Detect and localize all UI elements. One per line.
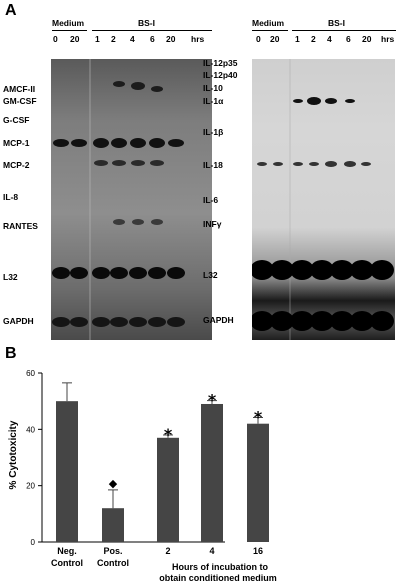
left-header-bsi-line: [92, 30, 212, 31]
left-lane-0: 0: [53, 34, 58, 44]
left-unit: hrs: [191, 34, 205, 44]
y-tick-label: 40: [26, 425, 35, 434]
category-label: Pos.: [103, 546, 123, 556]
right-gene-il12p40: IL-12p40: [203, 70, 238, 80]
panel-letter-a: A: [5, 2, 17, 19]
left-gene-l32: L32: [3, 272, 18, 282]
significance-marker: *: [254, 408, 263, 427]
left-gene-gmcsf: GM-CSF: [3, 96, 37, 106]
left-gene-gapdh: GAPDH: [3, 316, 34, 326]
right-lane-row: 0 20 1 2 4 6 20 hrs: [252, 34, 400, 46]
right-lane-5: 6: [346, 34, 351, 44]
bar: [157, 437, 179, 542]
left-blot-bands: [52, 59, 185, 340]
left-lane-row: 0 20 1 2 4 6 20 hrs: [50, 34, 240, 46]
significance-marker: ◆: [109, 477, 118, 490]
right-gene-il6: IL-6: [203, 195, 219, 205]
category-label: 16: [252, 546, 263, 556]
significance-marker: *: [164, 425, 173, 444]
left-header-bsi: BS-I: [138, 18, 155, 28]
left-lane-5: 6: [150, 34, 155, 44]
right-gene-il1a: IL-1α: [203, 96, 224, 106]
left-lane-1: 20: [70, 34, 80, 44]
left-lane-6: 20: [166, 34, 176, 44]
left-lane-2: 1: [95, 34, 100, 44]
right-header-bsi: BS-I: [328, 18, 345, 28]
right-gene-il10: IL-10: [203, 83, 223, 93]
bar: [56, 401, 78, 542]
x-axis-label-line-1: Hours of incubation to: [172, 562, 268, 572]
right-unit: hrs: [381, 34, 395, 44]
left-gene-mcp2: MCP-2: [3, 160, 30, 170]
y-tick-label: 20: [26, 482, 35, 491]
category-label: 2: [165, 546, 171, 556]
right-blot-image: [252, 59, 395, 340]
right-header-medium-line: [252, 30, 288, 31]
left-header-medium-line: [52, 30, 87, 31]
right-header-medium: Medium: [252, 18, 285, 28]
bar: [201, 403, 223, 542]
right-lane-3: 2: [311, 34, 316, 44]
y-tick-label: 0: [31, 538, 36, 547]
right-header-bsi-line: [292, 30, 396, 31]
right-gene-infg: INFγ: [203, 219, 222, 229]
right-gene-il18: IL-18: [203, 160, 223, 170]
y-tick-label: 60: [26, 369, 35, 378]
right-gene-il1b: IL-1β: [203, 127, 224, 137]
right-gene-il12p35: IL-12p35: [203, 58, 238, 68]
right-lane-2: 1: [295, 34, 300, 44]
left-lane-3: 2: [111, 34, 116, 44]
cytotoxicity-bar-chart: % Cytotoxicity 0 20 40 60 ◆ * * *: [8, 369, 269, 547]
left-header-medium: Medium: [52, 18, 85, 28]
left-gene-mcp1: MCP-1: [3, 138, 30, 148]
panel-letter-b: B: [5, 345, 17, 362]
right-gene-l32: L32: [203, 270, 218, 280]
left-gene-il8: IL-8: [3, 192, 19, 202]
left-lane-4: 4: [130, 34, 135, 44]
left-blot-image: [51, 59, 212, 340]
significance-marker: *: [208, 391, 217, 410]
right-blot-bands: [252, 59, 394, 340]
right-lane-0: 0: [256, 34, 261, 44]
x-axis-label-line-2: obtain conditioned medium: [159, 573, 277, 583]
left-gene-rantes: RANTES: [3, 221, 38, 231]
bar: [102, 508, 124, 542]
right-lane-1: 20: [270, 34, 280, 44]
category-label: Neg.: [57, 546, 77, 556]
category-label: Control: [97, 558, 129, 568]
category-label: 4: [209, 546, 215, 556]
right-lane-6: 20: [362, 34, 372, 44]
y-axis-label: % Cytotoxicity: [8, 420, 19, 489]
left-gene-gcsf: G-CSF: [3, 115, 30, 125]
left-gene-amcf: AMCF-II: [3, 84, 36, 94]
bar: [247, 423, 269, 542]
right-lane-4: 4: [327, 34, 332, 44]
right-gene-gapdh: GAPDH: [203, 315, 234, 325]
category-label: Control: [51, 558, 83, 568]
